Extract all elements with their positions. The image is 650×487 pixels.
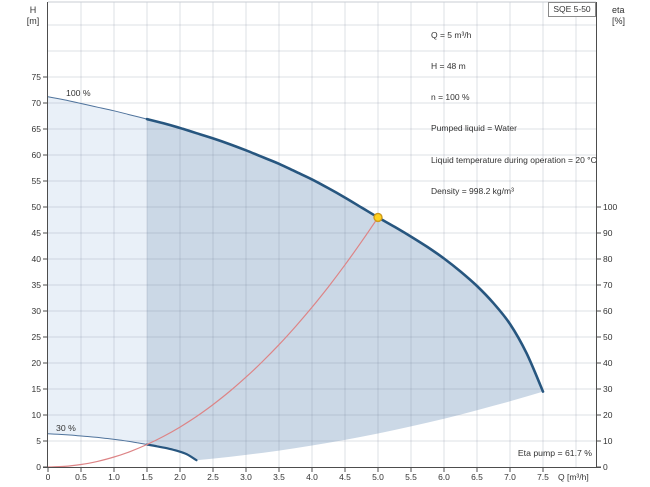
q-axis-tick-label: 7.0 [504, 472, 516, 482]
h-axis-title-line2: [m] [26, 15, 40, 26]
duty-point-marker [373, 212, 383, 223]
pump-model-badge: SQE 5-50 [548, 2, 596, 17]
info-line-temperature: Liquid temperature during operation = 20… [431, 154, 597, 165]
q-axis-tick-label: 4.5 [339, 472, 351, 482]
curve-label-30-percent: 30 % [56, 423, 76, 433]
q-axis-tick-label: 6.5 [471, 472, 483, 482]
h-axis-title-line1: H [29, 5, 37, 15]
eta-axis-tick-label: 20 [603, 410, 613, 420]
h-axis-tick-label: 0 [36, 462, 41, 472]
q-axis-tick-label: 6.0 [438, 472, 450, 482]
h-axis-tick-label: 40 [32, 254, 42, 264]
h-axis-tick-label: 60 [32, 150, 42, 160]
q-axis-tick-label: 1.5 [141, 472, 153, 482]
info-line-n: n = 100 % [431, 92, 470, 103]
q-axis-tick-label: 4.0 [306, 472, 318, 482]
h-axis-tick-label: 65 [32, 124, 42, 134]
eta-axis-tick-label: 90 [603, 228, 613, 238]
h-axis-tick-label: 30 [32, 306, 42, 316]
q-axis-tick-label: 7.5 [537, 472, 549, 482]
h-axis-tick-label: 70 [32, 98, 42, 108]
eta-axis-title: eta [%] [612, 5, 625, 26]
eta-pump-value-label: Eta pump = 61.7 % [517, 448, 592, 458]
h-axis-tick-label: 15 [32, 384, 42, 394]
h-axis-title: H [m] [24, 5, 42, 26]
info-line-liquid: Pumped liquid = Water [431, 123, 517, 134]
operating-conditions-info: Q = 5 m³/h H = 48 m n = 100 % Pumped liq… [431, 9, 597, 217]
q-axis-tick-label: 3.5 [273, 472, 285, 482]
pump-curve-100-thick [145, 117, 545, 393]
q-axis-tick-label: 2.0 [174, 472, 186, 482]
operating-range-region [147, 119, 543, 461]
q-axis-tick-label: 3.0 [240, 472, 252, 482]
q-axis-tick-label: 1.0 [108, 472, 120, 482]
curve-label-100-percent: 100 % [66, 88, 91, 98]
eta-axis-tick-label: 50 [603, 332, 613, 342]
q-axis-tick-label: 5.5 [405, 472, 417, 482]
h-axis-tick-label: 55 [32, 176, 42, 186]
info-line-q: Q = 5 m³/h [431, 29, 472, 40]
q-axis-tick-label: 2.5 [207, 472, 219, 482]
system-curve [47, 216, 379, 468]
h-axis-tick-label: 5 [36, 436, 41, 446]
eta-axis-title-line1: eta [612, 5, 625, 15]
q-axis-tick-label: 0.5 [75, 472, 87, 482]
pump-curve-30-thick [145, 443, 198, 462]
pump-curve-30-thin [47, 433, 148, 445]
eta-axis-tick-label: 60 [603, 306, 613, 316]
h-axis-tick-label: 10 [32, 410, 42, 420]
q-axis-tick-label: 0 [46, 472, 51, 482]
eta-axis-tick-label: 40 [603, 358, 613, 368]
q-axis-tick-label: 5.0 [372, 472, 384, 482]
h-axis-tick-label: 25 [32, 332, 42, 342]
eta-axis-tick-label: 80 [603, 254, 613, 264]
h-axis-tick-label: 20 [32, 358, 42, 368]
eta-axis-tick-label: 100 [603, 202, 617, 212]
eta-axis-tick-label: 30 [603, 384, 613, 394]
eta-axis-tick-label: 10 [603, 436, 613, 446]
h-axis-tick-label: 35 [32, 280, 42, 290]
h-axis-tick-label: 50 [32, 202, 42, 212]
eta-axis-tick-label: 0 [603, 462, 608, 472]
h-axis-tick-label: 75 [32, 72, 42, 82]
pump-curve-100-thin [47, 96, 148, 120]
info-line-h: H = 48 m [431, 61, 466, 72]
h-axis-tick-label: 45 [32, 228, 42, 238]
speed-range-low-flow-region [48, 96, 147, 445]
eta-axis-title-line2: [%] [612, 15, 626, 26]
info-line-density: Density = 998.2 kg/m³ [431, 185, 514, 196]
q-axis-title: Q [m³/h] [558, 472, 589, 482]
eta-axis-tick-label: 70 [603, 280, 613, 290]
